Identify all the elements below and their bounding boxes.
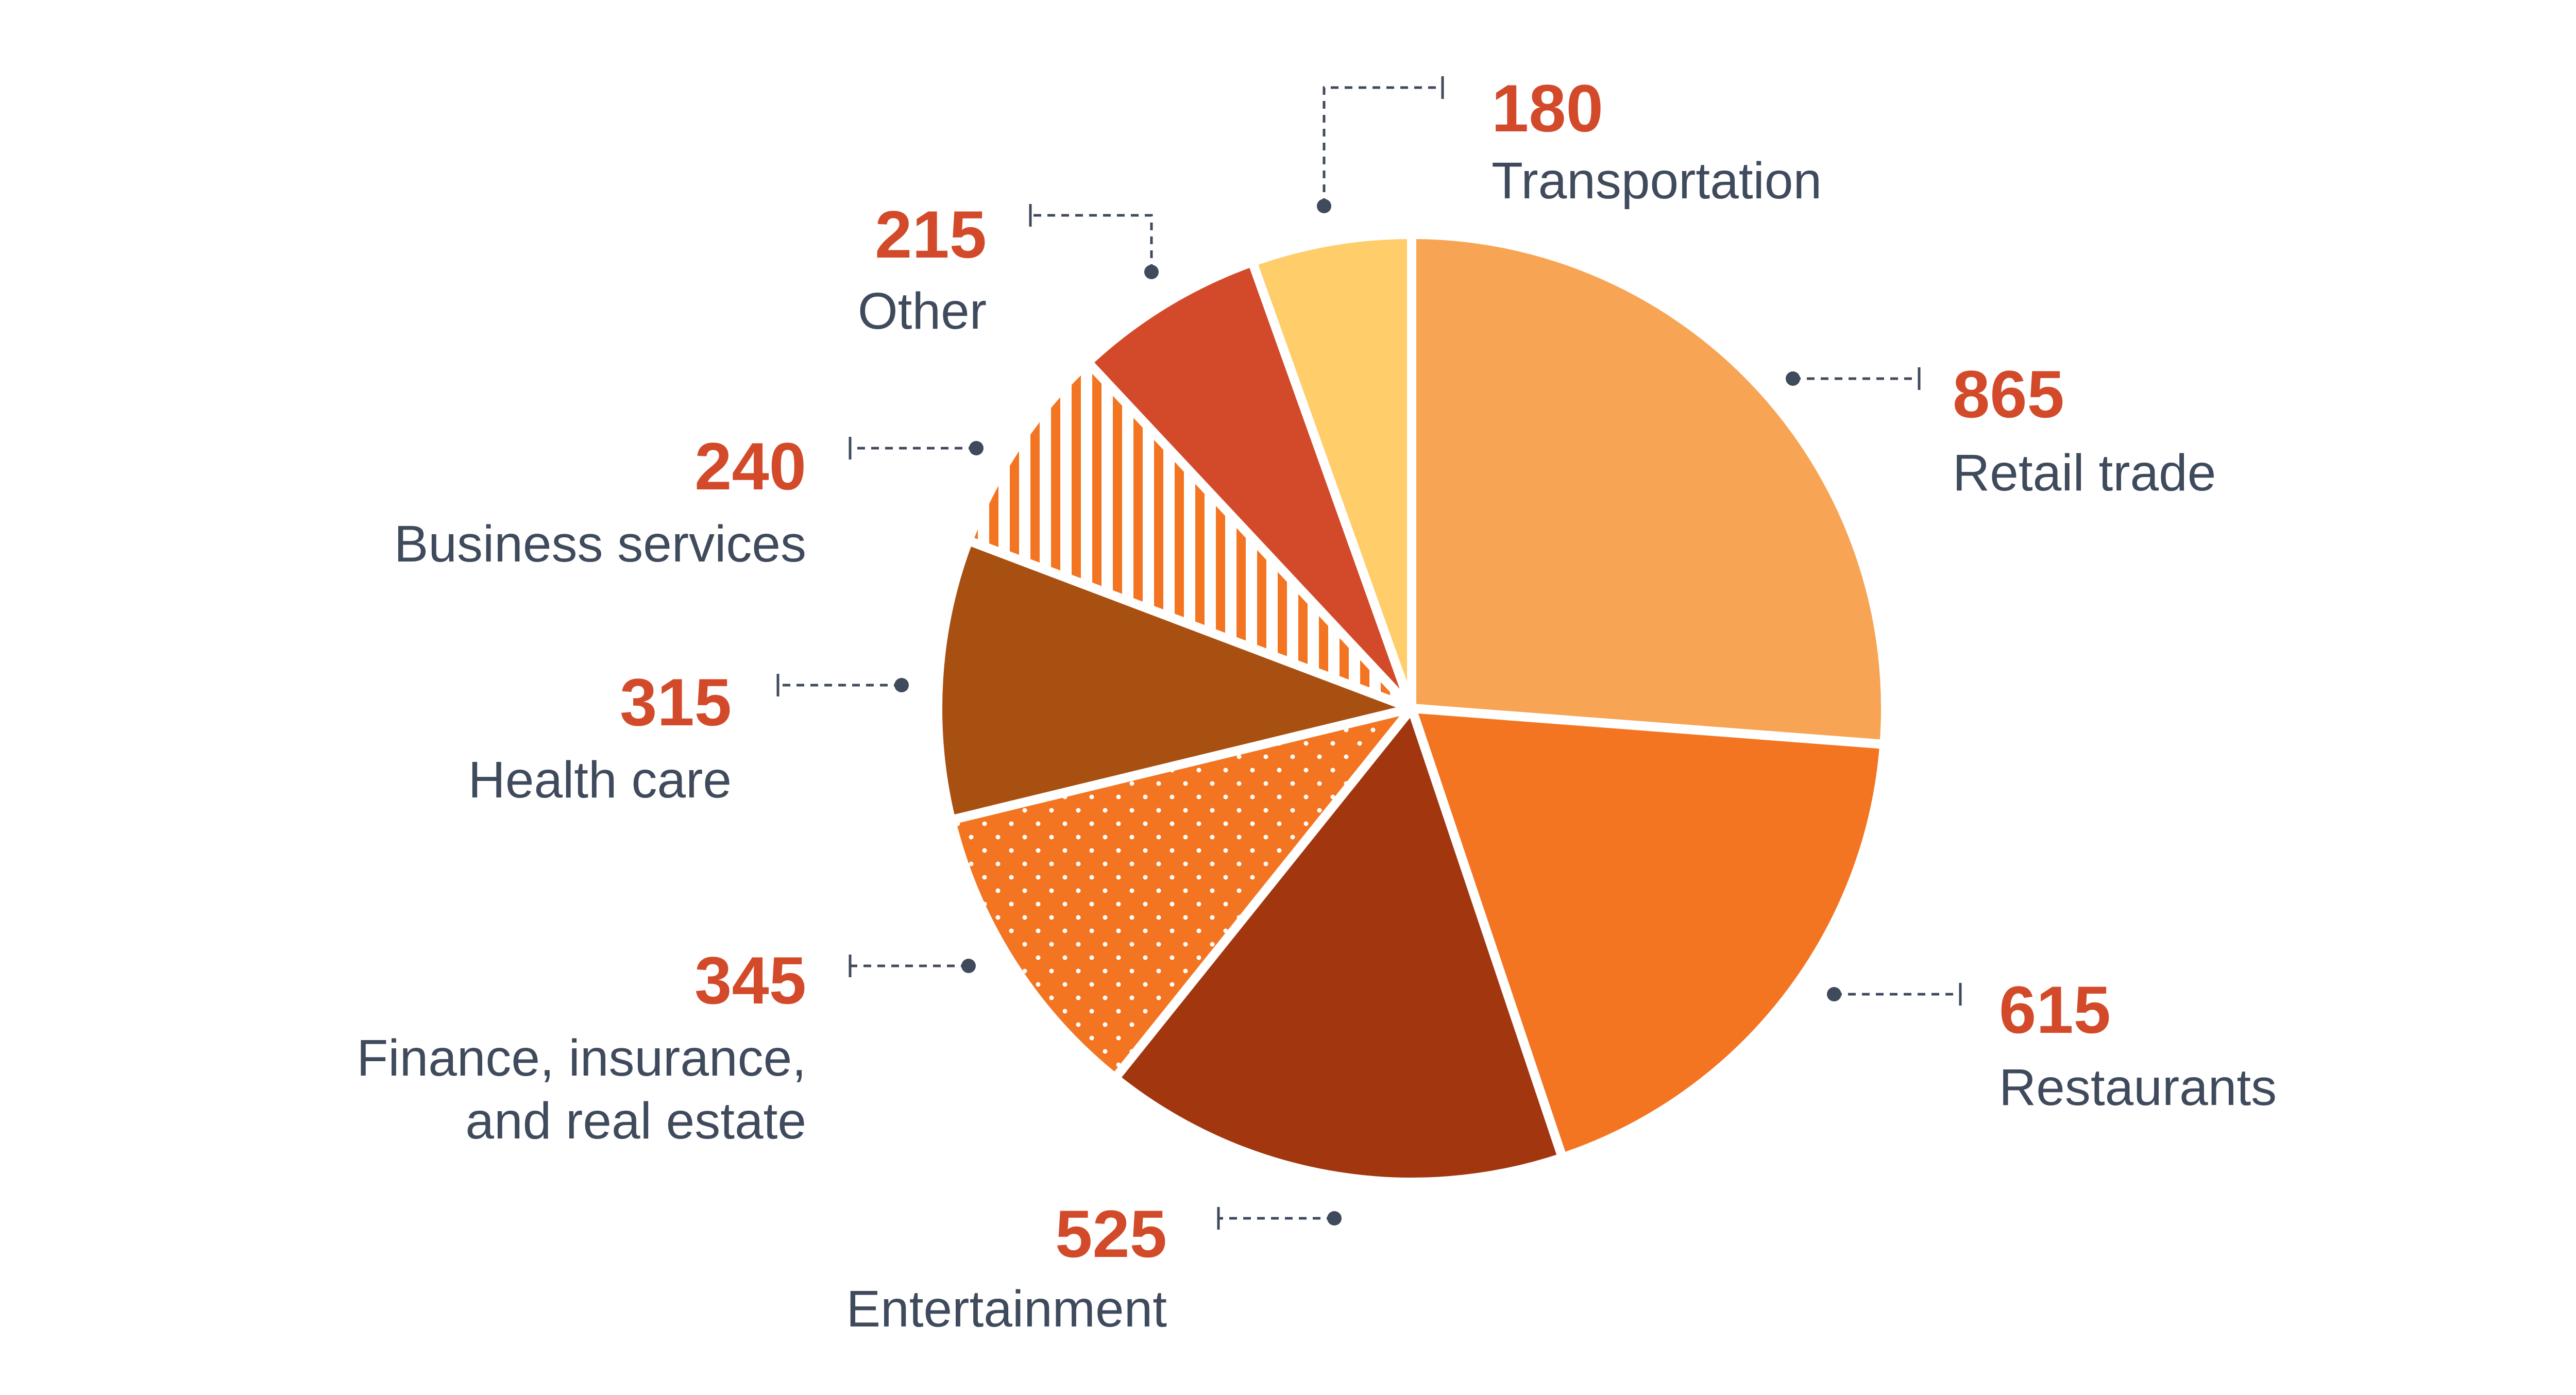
slice-annotations: 865 Retail trade 615 Restaurants 525 Entertai… (357, 71, 2277, 1338)
slice-category-label: Finance, insurance, (357, 1029, 806, 1087)
annotation-finance-insurance-and-real-estate: 345 Finance, insurance,and real estate (357, 943, 976, 1150)
slice-category-label: Restaurants (1999, 1059, 2277, 1116)
pie-slice-restaurants (1407, 704, 1889, 1163)
leader-dot (1786, 371, 1800, 386)
slice-value-label: 345 (694, 943, 806, 1018)
pie-slice-health-care (933, 536, 1416, 825)
annotation-entertainment: 525 Entertainment (846, 1196, 1342, 1338)
annotation-business-services: 240 Business services (394, 429, 984, 573)
slice-value-label: 215 (875, 197, 987, 272)
pie-slices (933, 230, 1890, 1187)
leader-dot (1827, 987, 1841, 1001)
pie-slice-entertainment (1110, 704, 1567, 1187)
slice-value-label: 180 (1492, 71, 1603, 146)
slice-category-label: Entertainment (846, 1280, 1167, 1338)
slice-category-label: and real estate (465, 1092, 806, 1150)
slice-value-label: 525 (1055, 1196, 1167, 1271)
slice-value-label: 240 (694, 429, 806, 504)
leader-dot (1317, 199, 1331, 213)
annotation-retail-trade: 865 Retail trade (1786, 356, 2216, 502)
pie-slice-business-services (963, 358, 1416, 713)
slice-value-label: 865 (1953, 356, 2064, 432)
slice-category-label: Other (858, 282, 987, 340)
annotation-transportation: 180 Transportation (1317, 71, 1822, 213)
annotation-health-care: 315 Health care (468, 665, 909, 809)
slice-category-label: Business services (394, 515, 806, 573)
leader-line (1030, 214, 1153, 272)
leader-dot (1327, 1211, 1342, 1226)
leader-dot (894, 678, 909, 692)
leader-dot (969, 441, 984, 455)
slice-category-label: Retail trade (1953, 444, 2216, 502)
slice-category-label: Health care (468, 751, 732, 809)
pie-slice-retail-trade (1407, 230, 1890, 749)
slice-category-label: Transportation (1492, 152, 1822, 210)
annotation-other: 215 Other (858, 197, 1159, 340)
slice-value-label: 615 (1999, 972, 2111, 1047)
pie-slice-other (1083, 257, 1416, 713)
slice-value-label: 315 (620, 665, 732, 740)
leader-dot (1144, 265, 1159, 279)
annotation-restaurants: 615 Restaurants (1827, 972, 2277, 1116)
leader-line (1323, 86, 1443, 206)
leader-dot (961, 959, 976, 973)
pie-slice-transportation (1247, 230, 1416, 713)
pie-slice-finance-insurance-and-real-estate (946, 704, 1416, 1083)
